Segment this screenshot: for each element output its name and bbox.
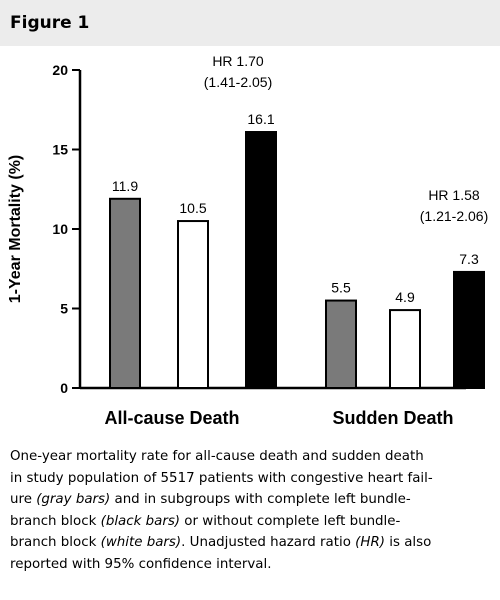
y-tick-label: 5 <box>60 301 68 317</box>
caption-black-bars: (black bars) <box>100 513 181 529</box>
caption-line-1: One-year mortality rate for all-cause de… <box>10 449 424 464</box>
bar <box>389 309 421 389</box>
y-tick-label: 10 <box>52 221 68 237</box>
bar <box>245 131 277 390</box>
caption-gray-bars: (gray bars) <box>36 492 111 507</box>
caption-white-bars: (white bars) <box>100 535 182 550</box>
caption-line-5a: branch block <box>10 535 101 550</box>
hr-annotation-line: HR 1.58 <box>428 187 480 203</box>
bar <box>325 299 357 389</box>
bar <box>177 220 209 389</box>
bar-value-label: 5.5 <box>331 280 351 296</box>
bar-value-label: 16.1 <box>247 111 274 127</box>
category-label: All-cause Death <box>104 408 239 428</box>
y-tick-label: 0 <box>60 380 68 396</box>
bar-value-label: 10.5 <box>179 200 206 216</box>
hr-annotation-line: HR 1.70 <box>212 53 264 69</box>
y-tick-label: 20 <box>52 62 68 78</box>
y-tick-label: 15 <box>52 142 68 158</box>
caption-line-4c: or without complete left bundle- <box>180 513 401 529</box>
y-axis-label: 1-Year Mortality (%) <box>7 155 24 303</box>
bar-value-label: 7.3 <box>459 251 479 267</box>
caption-line-3c: and in subgroups with complete left bund… <box>110 492 411 507</box>
caption-line-4a: branch block <box>10 513 101 529</box>
caption-line-5c: . Unadjusted hazard ratio <box>181 535 356 550</box>
hr-ci-annotation-line: (1.41-2.05) <box>204 74 272 90</box>
caption-line-5e: is also <box>385 535 432 550</box>
bar-chart: 1-Year Mortality (%) 0 5 10 15 20 11.9 10.5 16… <box>7 53 488 428</box>
bar-value-label: 11.9 <box>112 178 138 194</box>
caption-line-6: reported with 95% confidence interval. <box>10 556 272 572</box>
category-label: Sudden Death <box>332 408 453 428</box>
figure-caption: One-year mortality rate for all-cause de… <box>10 446 496 575</box>
bar-value-label: 4.9 <box>395 289 415 305</box>
hr-ci-annotation-line: (1.21-2.06) <box>420 208 488 224</box>
caption-hr: (HR) <box>355 535 385 550</box>
caption-line-2: in study population of 5517 patients wit… <box>10 470 433 486</box>
bar <box>109 197 141 389</box>
figure-header: Figure 1 <box>0 0 500 46</box>
figure-label: Figure 1 <box>10 13 90 33</box>
bar <box>453 270 485 389</box>
caption-line-3a: ure <box>10 492 37 507</box>
